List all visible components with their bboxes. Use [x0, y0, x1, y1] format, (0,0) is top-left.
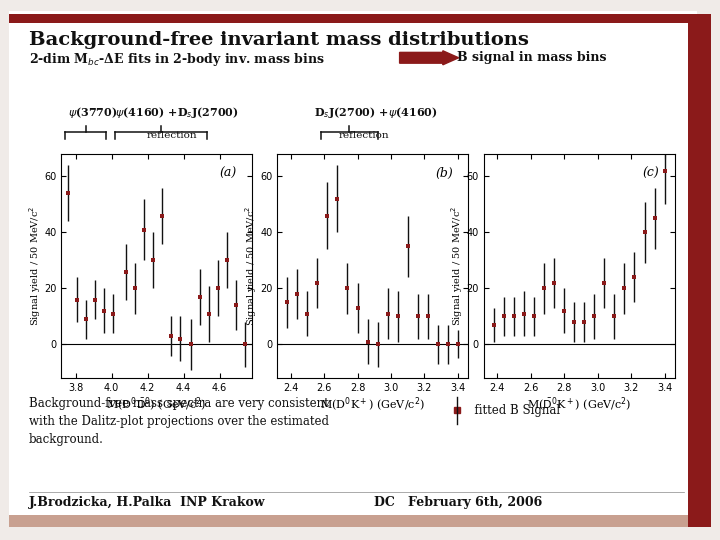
Y-axis label: Signal yield / 50 MeV/c$^2$: Signal yield / 50 MeV/c$^2$: [243, 206, 258, 326]
Text: fitted B Signal: fitted B Signal: [467, 404, 559, 417]
Text: D$_s$J(2700) +$\psi$(4160): D$_s$J(2700) +$\psi$(4160): [313, 105, 437, 120]
X-axis label: M(D$^0$K$^+$) (GeV/c$^2$): M(D$^0$K$^+$) (GeV/c$^2$): [320, 396, 425, 414]
Text: Background-free mass spectra are very consistent
with the Dalitz-plot projection: Background-free mass spectra are very co…: [29, 397, 329, 446]
Y-axis label: Signal yield / 50 MeV/c$^2$: Signal yield / 50 MeV/c$^2$: [27, 206, 42, 326]
Text: reflection: reflection: [147, 131, 197, 140]
Bar: [9, 14, 697, 23]
Text: $\psi$(4160) +D$_s$J(2700): $\psi$(4160) +D$_s$J(2700): [115, 105, 239, 120]
Text: B signal in mass bins: B signal in mass bins: [457, 51, 607, 64]
Text: reflection: reflection: [338, 131, 389, 140]
Text: (b): (b): [435, 167, 453, 180]
Bar: [9, 515, 688, 526]
Text: $\psi$(3770): $\psi$(3770): [68, 105, 117, 120]
Text: DC   February 6th, 2006: DC February 6th, 2006: [374, 496, 543, 509]
Bar: [688, 14, 711, 526]
Text: (a): (a): [220, 167, 237, 180]
Text: (c): (c): [643, 167, 660, 180]
FancyArrow shape: [400, 51, 459, 65]
X-axis label: M($\bar{\rm D}^0$K$^+$) (GeV/c$^2$): M($\bar{\rm D}^0$K$^+$) (GeV/c$^2$): [527, 396, 631, 413]
Text: Background-free invariant mass distributions: Background-free invariant mass distribut…: [29, 31, 528, 49]
Y-axis label: Signal yield / 50 MeV/c$^2$: Signal yield / 50 MeV/c$^2$: [449, 206, 465, 326]
Text: J.Brodzicka, H.Palka  INP Krakow: J.Brodzicka, H.Palka INP Krakow: [29, 496, 265, 509]
Text: 2-dim M$_{bc}$-ΔE fits in 2-body inv. mass bins: 2-dim M$_{bc}$-ΔE fits in 2-body inv. ma…: [29, 51, 325, 68]
X-axis label: M(D$^0\bar{\rm D}^0$) (GeV/c$^2$): M(D$^0\bar{\rm D}^0$) (GeV/c$^2$): [107, 396, 207, 413]
